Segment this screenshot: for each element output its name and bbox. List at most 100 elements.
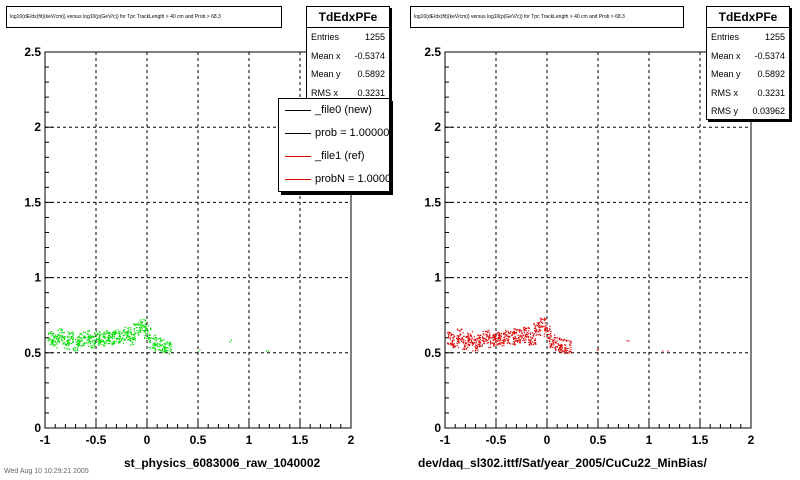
data-point [141, 322, 143, 324]
data-point [451, 340, 453, 342]
data-point [532, 337, 534, 339]
data-point [506, 340, 508, 342]
data-point [570, 349, 572, 351]
data-point [541, 321, 543, 324]
data-point [463, 344, 465, 346]
data-point [528, 330, 530, 332]
data-point [546, 337, 548, 339]
data-point [481, 345, 483, 347]
data-point [121, 332, 123, 335]
data-point [449, 344, 451, 346]
data-point [113, 342, 115, 344]
data-point [541, 325, 543, 327]
data-point [123, 329, 125, 331]
data-point [124, 331, 126, 333]
data-point [89, 337, 91, 340]
data-point [549, 346, 551, 348]
data-point [114, 329, 117, 331]
data-point [514, 335, 516, 337]
data-point [497, 336, 500, 339]
data-point [561, 344, 564, 346]
data-point [523, 330, 525, 332]
data-point [112, 342, 115, 344]
data-point [549, 340, 551, 343]
data-point [61, 336, 63, 338]
data-point [555, 342, 557, 344]
data-point [535, 329, 537, 331]
data-point [143, 337, 146, 339]
data-point [122, 335, 124, 337]
stats-row-rms-x: RMS x 0.3231 [307, 84, 389, 103]
data-point [133, 324, 135, 326]
data-point [93, 336, 95, 338]
data-point [451, 341, 453, 343]
data-point [59, 341, 61, 343]
data-point [105, 333, 107, 335]
data-point [88, 338, 90, 340]
data-point [470, 339, 472, 341]
data-point [111, 333, 113, 335]
data-point [166, 346, 168, 349]
data-point [111, 342, 113, 344]
data-point [134, 324, 137, 326]
data-point [113, 330, 115, 332]
stats-value: -0.5374 [354, 50, 385, 61]
data-point [479, 340, 481, 343]
data-point [119, 340, 121, 342]
data-point [551, 344, 553, 346]
data-point [529, 343, 531, 345]
y-tick-label: 1 [34, 271, 41, 285]
data-point [109, 331, 111, 333]
data-point [498, 337, 501, 339]
data-point [495, 339, 497, 342]
data-point [544, 328, 546, 330]
data-point [135, 327, 137, 329]
data-point [472, 341, 474, 344]
data-point [460, 340, 462, 342]
data-point [485, 333, 487, 335]
data-point [145, 332, 147, 334]
data-point [113, 335, 116, 337]
data-point [564, 350, 566, 352]
data-point [102, 345, 105, 347]
data-point [597, 348, 599, 351]
data-point [122, 330, 124, 332]
data-point [513, 331, 515, 333]
data-point [477, 337, 479, 339]
data-point [536, 325, 539, 327]
y-tick-label: 1 [434, 271, 441, 285]
data-point [143, 331, 145, 333]
data-point [118, 342, 120, 344]
data-point [72, 337, 74, 339]
data-point [518, 337, 520, 339]
legend-entry-prob: prob = 1.000000 [279, 122, 389, 145]
data-point [512, 337, 515, 339]
data-point [495, 340, 498, 342]
data-point [568, 352, 570, 354]
data-point [146, 332, 149, 334]
data-point [515, 331, 517, 333]
data-point [523, 327, 525, 329]
data-point [164, 346, 166, 348]
data-point [102, 339, 105, 342]
data-point [550, 330, 552, 333]
data-point [149, 338, 151, 340]
data-point [479, 345, 482, 347]
legend-line-swatch [285, 179, 311, 180]
data-point [158, 346, 160, 348]
data-point [87, 334, 89, 336]
data-point [150, 329, 152, 331]
data-point [50, 341, 52, 343]
data-point [71, 337, 73, 339]
data-point [105, 340, 107, 343]
data-point [507, 339, 509, 342]
data-point [139, 331, 142, 333]
data-point [459, 335, 461, 337]
data-point [506, 335, 509, 337]
data-point [462, 341, 464, 343]
data-point [499, 343, 502, 345]
data-point [505, 331, 508, 333]
data-point [475, 347, 477, 349]
data-point [66, 340, 68, 342]
data-point [52, 339, 55, 342]
